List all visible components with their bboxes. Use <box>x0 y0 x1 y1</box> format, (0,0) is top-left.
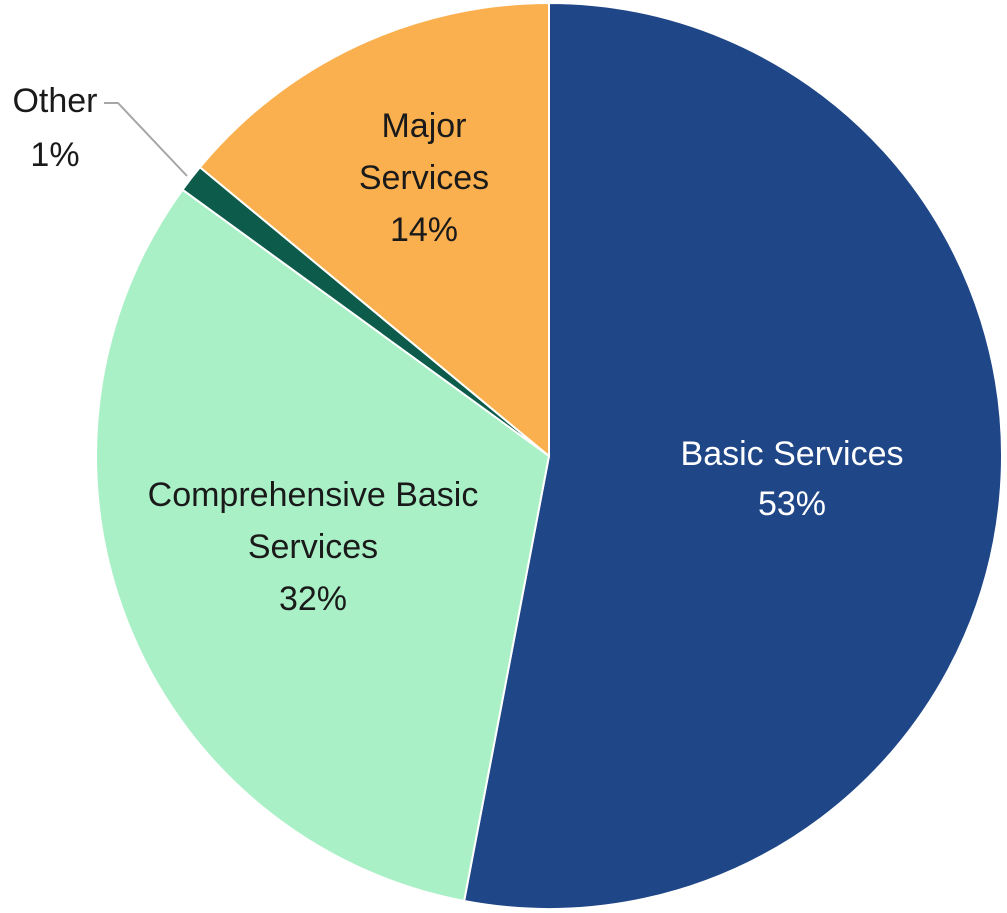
pie-labels: Basic Services 53% Comprehensive Basic Serv… <box>12 82 903 618</box>
data-label-line: Other <box>12 82 97 120</box>
data-label-line: Major <box>381 107 466 145</box>
data-label-comprehensive-basic-services: Comprehensive Basic Services 32% <box>148 476 479 618</box>
data-label-line: 53% <box>758 485 826 523</box>
data-label-other: Other 1% <box>12 82 97 174</box>
leader-line-other <box>104 102 188 177</box>
pie-slices <box>95 1 1003 910</box>
data-label-line: 32% <box>279 580 347 618</box>
data-label-major-services: Major Services 14% <box>359 107 489 249</box>
pie-slice-basic-services <box>462 1 1003 910</box>
pie-slice-major-services <box>198 1 550 459</box>
data-label-line: Services <box>359 159 489 197</box>
data-label-line: 14% <box>390 211 458 249</box>
data-label-line: Services <box>248 528 378 566</box>
data-label-line: 1% <box>30 136 79 174</box>
pie-slice-comprehensive-basic-services <box>95 188 551 903</box>
data-label-line: Basic Services <box>681 435 904 473</box>
data-label-basic-services: Basic Services 53% <box>681 435 904 523</box>
data-label-line: Comprehensive Basic <box>148 476 479 514</box>
